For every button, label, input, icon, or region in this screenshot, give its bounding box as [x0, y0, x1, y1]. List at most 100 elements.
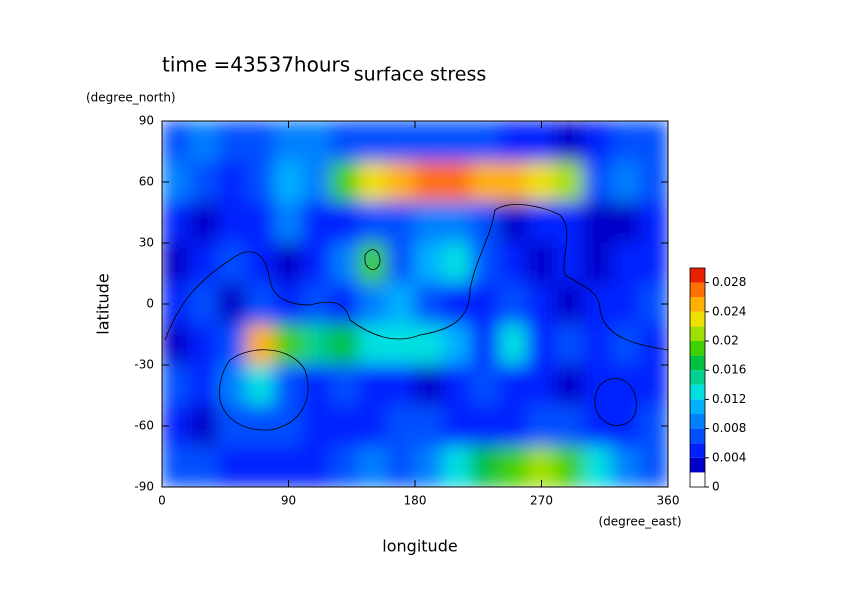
field-cell	[358, 161, 388, 203]
field-cell	[526, 405, 557, 447]
field-cell	[302, 242, 332, 285]
field-cell	[470, 283, 500, 325]
field-cell	[189, 364, 219, 407]
field-cell	[442, 121, 472, 163]
field-cell	[470, 161, 500, 203]
field-cell	[611, 445, 641, 487]
field-cell	[217, 283, 247, 325]
field-cell	[470, 364, 500, 407]
field-cell	[273, 242, 304, 285]
field-cell	[189, 405, 219, 447]
field-cell	[442, 201, 472, 244]
y-unit: (degree_north)	[86, 91, 176, 105]
field-cell	[273, 201, 304, 244]
field-cell	[273, 323, 304, 366]
colorbar-segment	[690, 268, 705, 283]
x-tick-label: 180	[404, 494, 427, 508]
field-cell	[245, 405, 275, 447]
y-tick-label: -60	[134, 419, 154, 433]
field-cell	[526, 161, 557, 203]
field-cell	[498, 201, 528, 244]
field-cell	[414, 201, 444, 244]
field-cell	[555, 121, 585, 163]
field-cell	[442, 364, 472, 407]
colorbar-segment	[690, 443, 705, 458]
field-cell	[386, 364, 416, 407]
y-tick-label: -90	[134, 480, 154, 494]
field-cell	[470, 121, 500, 163]
field-cell	[245, 121, 275, 163]
field-cell	[162, 323, 191, 366]
field-cell	[611, 283, 641, 325]
field-cell	[414, 121, 444, 163]
field-cell	[217, 242, 247, 285]
field-cell	[245, 445, 275, 487]
field-cell	[162, 364, 191, 407]
field-cell	[189, 121, 219, 163]
field-cell	[555, 445, 585, 487]
field-cell	[555, 242, 585, 285]
field-cell	[162, 242, 191, 285]
colorbar-tick-label: 0.028	[712, 275, 746, 289]
field-cell	[442, 405, 472, 447]
field-cell	[386, 283, 416, 325]
field-cell	[414, 445, 444, 487]
field-cell	[358, 364, 388, 407]
field-cell	[330, 283, 360, 325]
colorbar-segment	[690, 414, 705, 429]
field-cell	[583, 405, 613, 447]
field-cell	[555, 364, 585, 407]
field-cell	[414, 283, 444, 325]
field-cell	[414, 161, 444, 203]
field-cell	[245, 283, 275, 325]
colorbar-tick-label: 0.012	[712, 392, 746, 406]
colorbar-segment	[690, 326, 705, 341]
colorbar-segment	[690, 370, 705, 385]
field-cell	[302, 405, 332, 447]
field-cell	[639, 201, 668, 244]
y-tick-label: 30	[139, 236, 154, 250]
colorbar-segment	[690, 472, 705, 487]
field	[162, 121, 668, 487]
field-cell	[302, 283, 332, 325]
field-cell	[583, 161, 613, 203]
field-cell	[583, 283, 613, 325]
colorbar-segment	[690, 399, 705, 414]
y-label: latitude	[94, 273, 113, 334]
field-cell	[470, 445, 500, 487]
field-cell	[358, 121, 388, 163]
field-cell	[302, 323, 332, 366]
field-cell	[162, 201, 191, 244]
field-cell	[498, 283, 528, 325]
field-cell	[639, 242, 668, 285]
colorbar-segment	[690, 355, 705, 371]
field-cell	[555, 405, 585, 447]
field-cell	[414, 405, 444, 447]
field-cell	[498, 161, 528, 203]
field-cell	[358, 201, 388, 244]
field-cell	[358, 405, 388, 447]
field-cell	[526, 283, 557, 325]
field-cell	[330, 161, 360, 203]
field-cell	[470, 405, 500, 447]
field-cell	[217, 121, 247, 163]
field-cell	[470, 242, 500, 285]
field-cell	[162, 121, 191, 163]
field-cell	[470, 201, 500, 244]
field-cell	[386, 201, 416, 244]
field-cell	[526, 201, 557, 244]
colorbar-tick-label: 0.024	[712, 304, 746, 318]
field-cell	[330, 201, 360, 244]
y-tick-label: 0	[146, 297, 154, 311]
field-cell	[555, 201, 585, 244]
field-cell	[330, 405, 360, 447]
annotation: time =43537hours	[162, 53, 350, 77]
colorbar-tick-label: 0.016	[712, 363, 746, 377]
x-tick-label: 0	[158, 494, 166, 508]
field-cell	[583, 242, 613, 285]
field-cell	[189, 323, 219, 366]
chart-title: surface stress	[354, 64, 487, 86]
field-cell	[189, 242, 219, 285]
field-cell	[639, 364, 668, 407]
field-cell	[498, 405, 528, 447]
